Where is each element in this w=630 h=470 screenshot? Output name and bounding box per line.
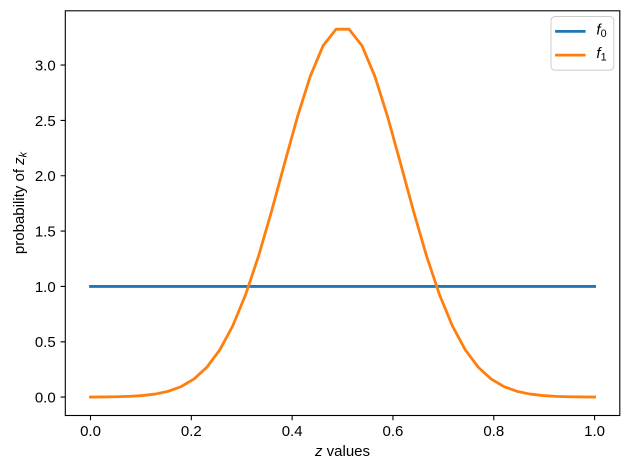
- svg-text:0.0: 0.0: [35, 390, 56, 407]
- svg-text:2.0: 2.0: [35, 168, 56, 185]
- svg-text:0.0: 0.0: [80, 423, 101, 440]
- svg-text:0.2: 0.2: [181, 423, 202, 440]
- svg-text:1.0: 1.0: [35, 279, 56, 296]
- svg-text:f0: f0: [596, 21, 606, 40]
- svg-text:f1: f1: [596, 45, 606, 64]
- svg-text:1.5: 1.5: [35, 224, 56, 241]
- svg-text:2.5: 2.5: [35, 113, 56, 130]
- svg-text:1.0: 1.0: [584, 423, 605, 440]
- svg-text:0.4: 0.4: [282, 423, 303, 440]
- svg-text:3.0: 3.0: [35, 57, 56, 74]
- svg-text:0.6: 0.6: [383, 423, 404, 440]
- svg-text:0.5: 0.5: [35, 334, 56, 351]
- svg-text:z values: z values: [314, 443, 370, 460]
- svg-text:0.8: 0.8: [483, 423, 504, 440]
- svg-text:probability of zk: probability of zk: [11, 151, 30, 254]
